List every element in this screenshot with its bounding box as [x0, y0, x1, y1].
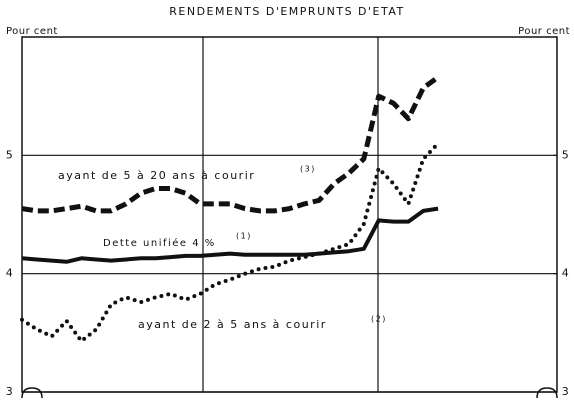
plot-frame [21, 36, 558, 393]
y-tick-label: 5 [6, 148, 15, 161]
series-label: ayant de 2 à 5 ans à courir [138, 318, 327, 331]
series-line [21, 75, 440, 214]
series-label: Dette unifiée 4 % [103, 237, 216, 249]
y2-tick-label: 5 [562, 148, 571, 161]
y2-tick-label: 4 [562, 267, 571, 280]
series-line [20, 141, 441, 344]
y-tick-label: 4 [6, 267, 15, 280]
y2-axis-label: Pour cent [518, 26, 570, 37]
series-note: (2) [371, 315, 387, 324]
corner-mark [21, 387, 43, 399]
series-note: (3) [300, 165, 316, 174]
y2-tick-label: 3 [562, 385, 571, 398]
series-note: (1) [236, 232, 252, 241]
chart-title: RENDEMENTS D'EMPRUNTS D'ETAT [169, 5, 405, 18]
series-label: ayant de 5 à 20 ans à courir [58, 169, 255, 182]
series-line [21, 206, 439, 264]
y-tick-label: 3 [6, 385, 15, 398]
corner-mark [536, 387, 558, 399]
y-axis-label: Pour cent [6, 26, 58, 37]
